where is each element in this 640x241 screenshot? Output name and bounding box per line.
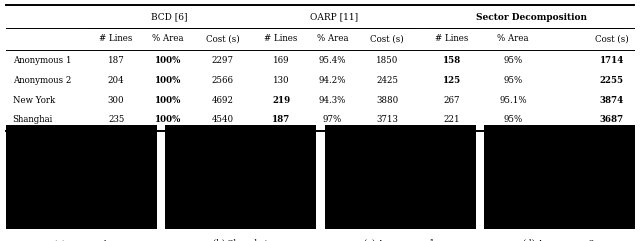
Text: OARP [11]: OARP [11] [310,13,358,21]
Text: New York: New York [13,95,55,105]
Text: 3874: 3874 [600,95,624,105]
Text: 125: 125 [443,76,461,85]
Text: 221: 221 [444,115,460,124]
Text: BCD [6]: BCD [6] [151,13,188,21]
Text: Shanghai: Shanghai [13,115,53,124]
Text: % Area: % Area [317,34,348,43]
Text: 100%: 100% [155,56,181,65]
Text: 2566: 2566 [212,76,234,85]
Text: 100%: 100% [155,115,181,124]
Text: 100%: 100% [155,76,181,85]
Text: 4692: 4692 [212,95,234,105]
Text: Cost (s): Cost (s) [206,34,239,43]
Text: 94.3%: 94.3% [319,95,346,105]
Text: 2255: 2255 [600,76,623,85]
Text: 204: 204 [108,76,124,85]
Text: 2297: 2297 [212,56,234,65]
Text: 3880: 3880 [376,95,398,105]
Text: 95%: 95% [504,115,523,124]
Text: # Lines: # Lines [435,34,468,43]
Text: (a) New York: (a) New York [54,239,109,241]
Text: 97%: 97% [323,115,342,124]
Text: Anonymous 1: Anonymous 1 [13,56,71,65]
Text: 95%: 95% [504,56,523,65]
Text: Cost (s): Cost (s) [370,34,404,43]
Text: 169: 169 [273,56,289,65]
Text: 95%: 95% [504,76,523,85]
Text: 187: 187 [272,115,290,124]
Text: 130: 130 [273,76,289,85]
Text: (b) Shanghai: (b) Shanghai [213,239,268,241]
Text: % Area: % Area [152,34,184,43]
Text: Cost (s): Cost (s) [595,34,628,43]
Text: 235: 235 [108,115,124,124]
Text: 1850: 1850 [376,56,398,65]
Text: 3713: 3713 [376,115,398,124]
Text: Anonymous 2: Anonymous 2 [13,76,71,85]
Text: Sector Decomposition: Sector Decomposition [476,13,587,21]
Text: 300: 300 [108,95,124,105]
Text: (d) Anonymous 2: (d) Anonymous 2 [523,239,595,241]
Text: 1714: 1714 [600,56,624,65]
Text: 94.2%: 94.2% [319,76,346,85]
Text: (c) Anonymous 1: (c) Anonymous 1 [364,239,435,241]
Text: 267: 267 [444,95,460,105]
Text: # Lines: # Lines [99,34,133,43]
Text: 3687: 3687 [600,115,624,124]
Text: 95.1%: 95.1% [499,95,527,105]
Text: 187: 187 [108,56,125,65]
Text: 100%: 100% [155,95,181,105]
Text: 219: 219 [272,95,290,105]
Text: % Area: % Area [497,34,529,43]
Text: 95.4%: 95.4% [319,56,346,65]
Text: # Lines: # Lines [264,34,298,43]
Text: 2425: 2425 [376,76,398,85]
Text: 158: 158 [443,56,461,65]
Text: 4540: 4540 [212,115,234,124]
